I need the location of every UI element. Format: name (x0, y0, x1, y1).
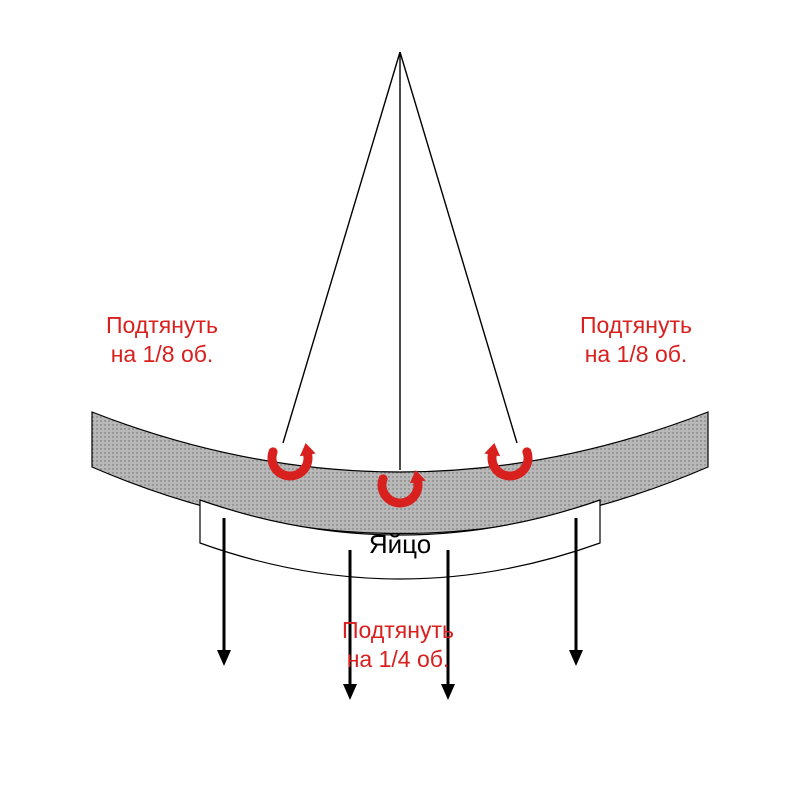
label-right-line2: на 1/8 об. (585, 341, 688, 367)
down-arrowhead-icon-3 (569, 650, 583, 666)
label-right: Подтянуть на 1/8 об. (580, 311, 692, 369)
down-arrowhead-icon-2 (441, 684, 455, 700)
label-bottom: Подтянуть на 1/4 об. (342, 616, 454, 674)
diagram-svg (0, 0, 800, 800)
down-arrowhead-icon-1 (343, 684, 357, 700)
string-0 (283, 52, 400, 443)
label-center: Яйцо (369, 528, 431, 561)
label-center-line1: Яйцо (369, 529, 431, 559)
string-2 (400, 52, 517, 443)
label-right-line1: Подтянуть (580, 312, 692, 338)
label-left-line1: Подтянуть (106, 312, 218, 338)
rotation-arrowhead-icon (484, 443, 500, 456)
down-arrowhead-icon-0 (217, 650, 231, 666)
label-left-line2: на 1/8 об. (111, 341, 214, 367)
label-bottom-line1: Подтянуть (342, 617, 454, 643)
label-bottom-line2: на 1/4 об. (347, 646, 450, 672)
rotation-arrowhead-icon (300, 443, 316, 456)
label-left: Подтянуть на 1/8 об. (106, 311, 218, 369)
